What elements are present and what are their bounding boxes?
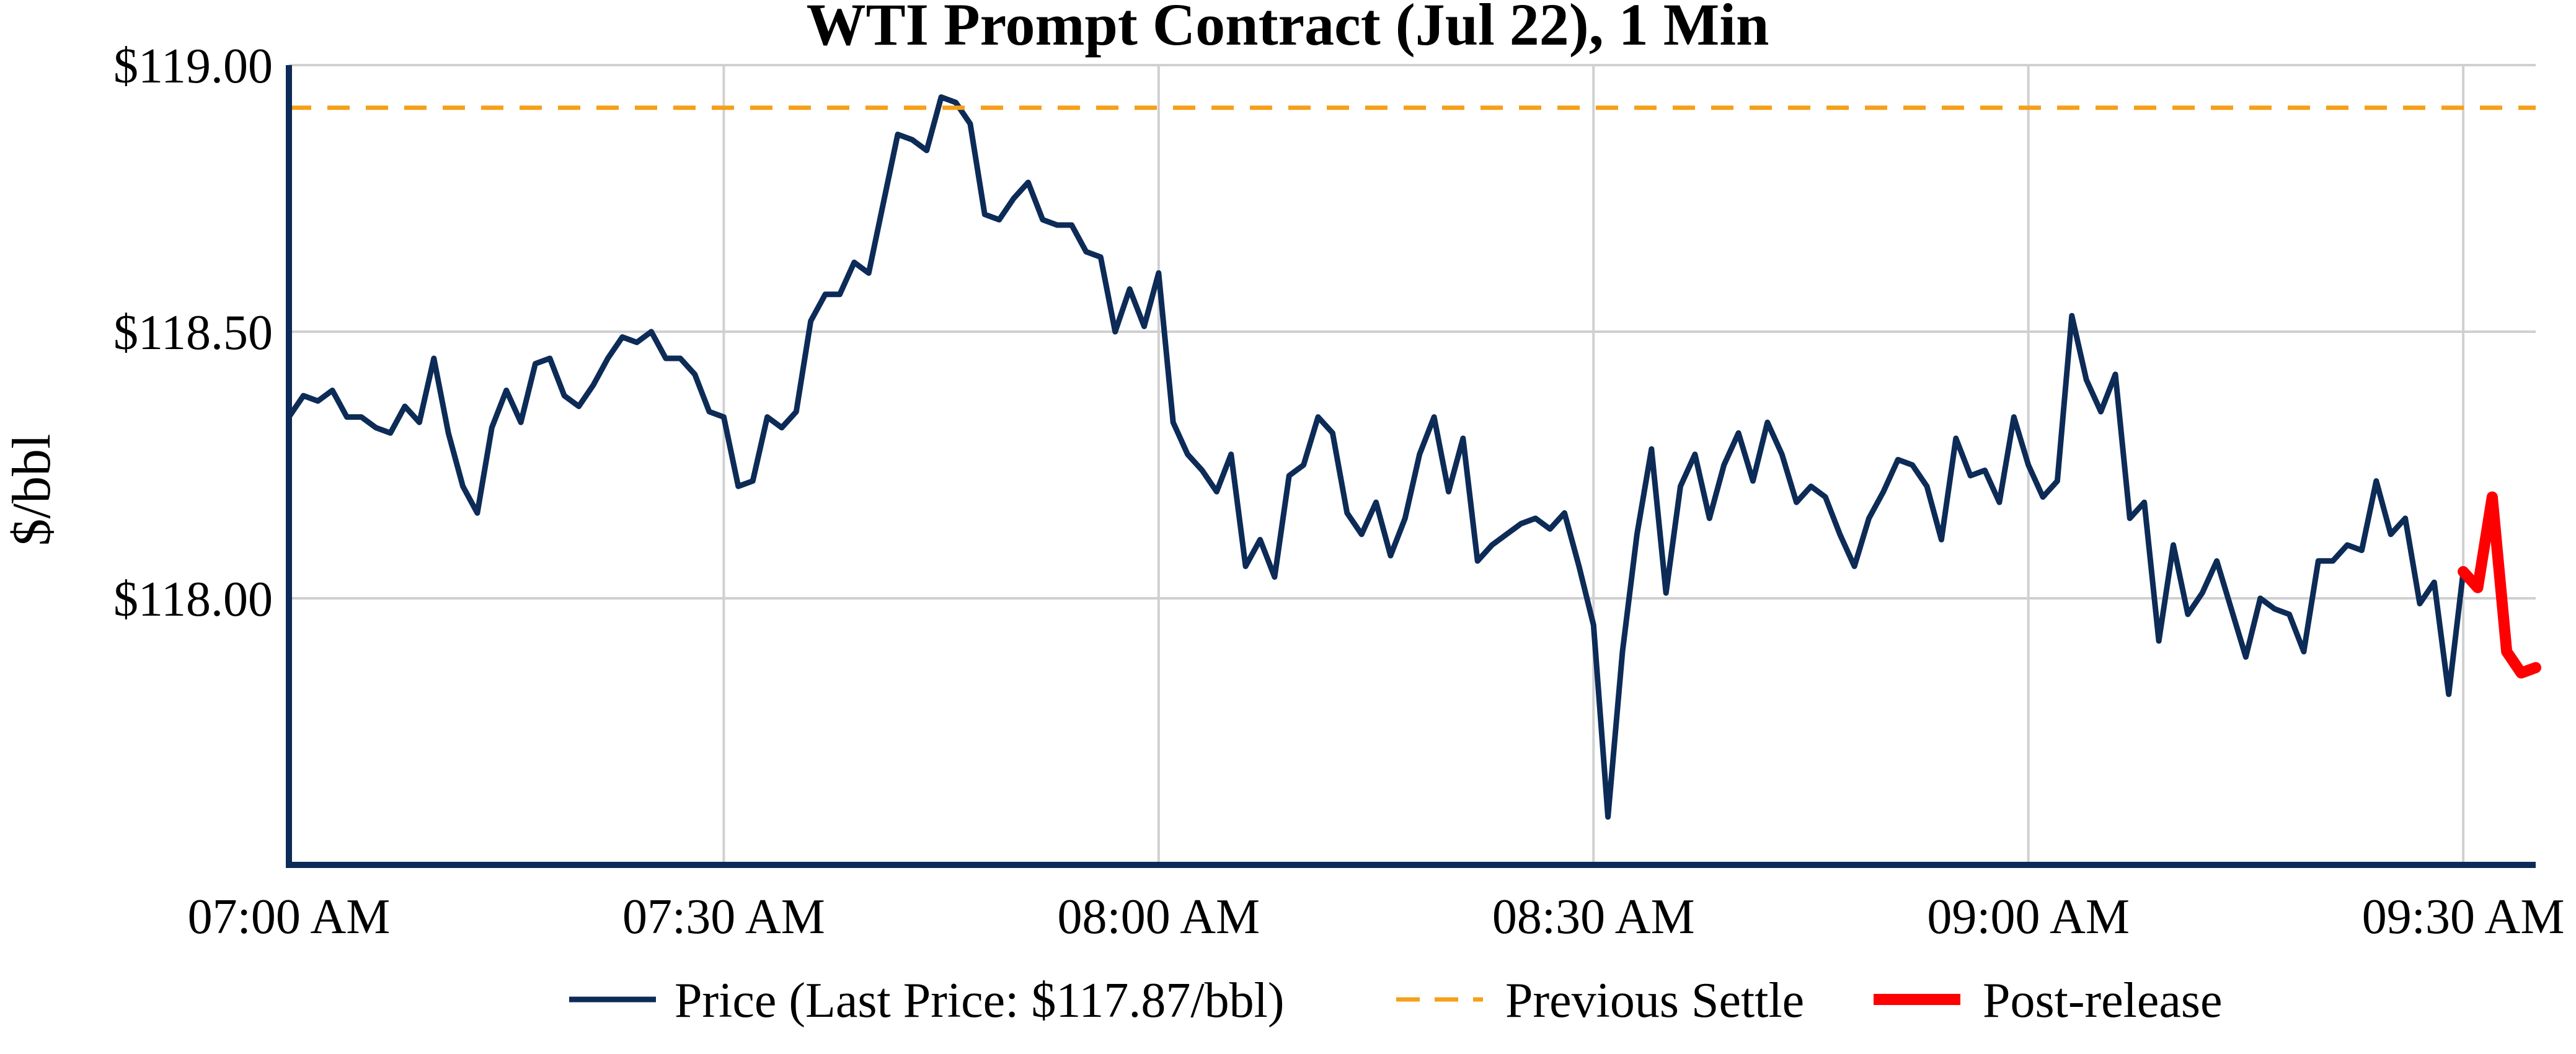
price-legend-label: Price (Last Price: $117.87/bbl) (675, 973, 1284, 1028)
tick-layer: 07:00 AM 07:30 AM 08:00 AM 08:30 AM 09:00 AM… (113, 39, 2564, 944)
y-tick-label: $118.50 (113, 306, 273, 360)
y-axis-label: $/bbl (2, 434, 62, 546)
x-tick-label: 09:30 AM (2362, 890, 2565, 944)
x-tick-label: 07:00 AM (188, 890, 391, 944)
legend: Price (Last Price: $117.87/bbl) Previous … (569, 973, 2223, 1028)
post-release-line (2458, 491, 2541, 679)
price-line (286, 94, 2466, 820)
chart-title: WTI Prompt Contract (Jul 22), 1 Min (807, 0, 1769, 58)
x-tick-label: 08:00 AM (1057, 890, 1260, 944)
grid-layer (289, 64, 2536, 865)
x-tick-label: 09:00 AM (1927, 890, 2130, 944)
axis-layer (286, 65, 2536, 868)
y-tick-label: $119.00 (113, 39, 273, 94)
post-release-legend-label: Post-release (1983, 973, 2223, 1028)
y-tick-label: $118.00 (113, 572, 273, 627)
x-tick-label: 08:30 AM (1492, 890, 1695, 944)
previous-settle-legend-label: Previous Settle (1505, 973, 1804, 1028)
series-layer (286, 94, 2541, 820)
x-tick-label: 07:30 AM (622, 890, 825, 944)
